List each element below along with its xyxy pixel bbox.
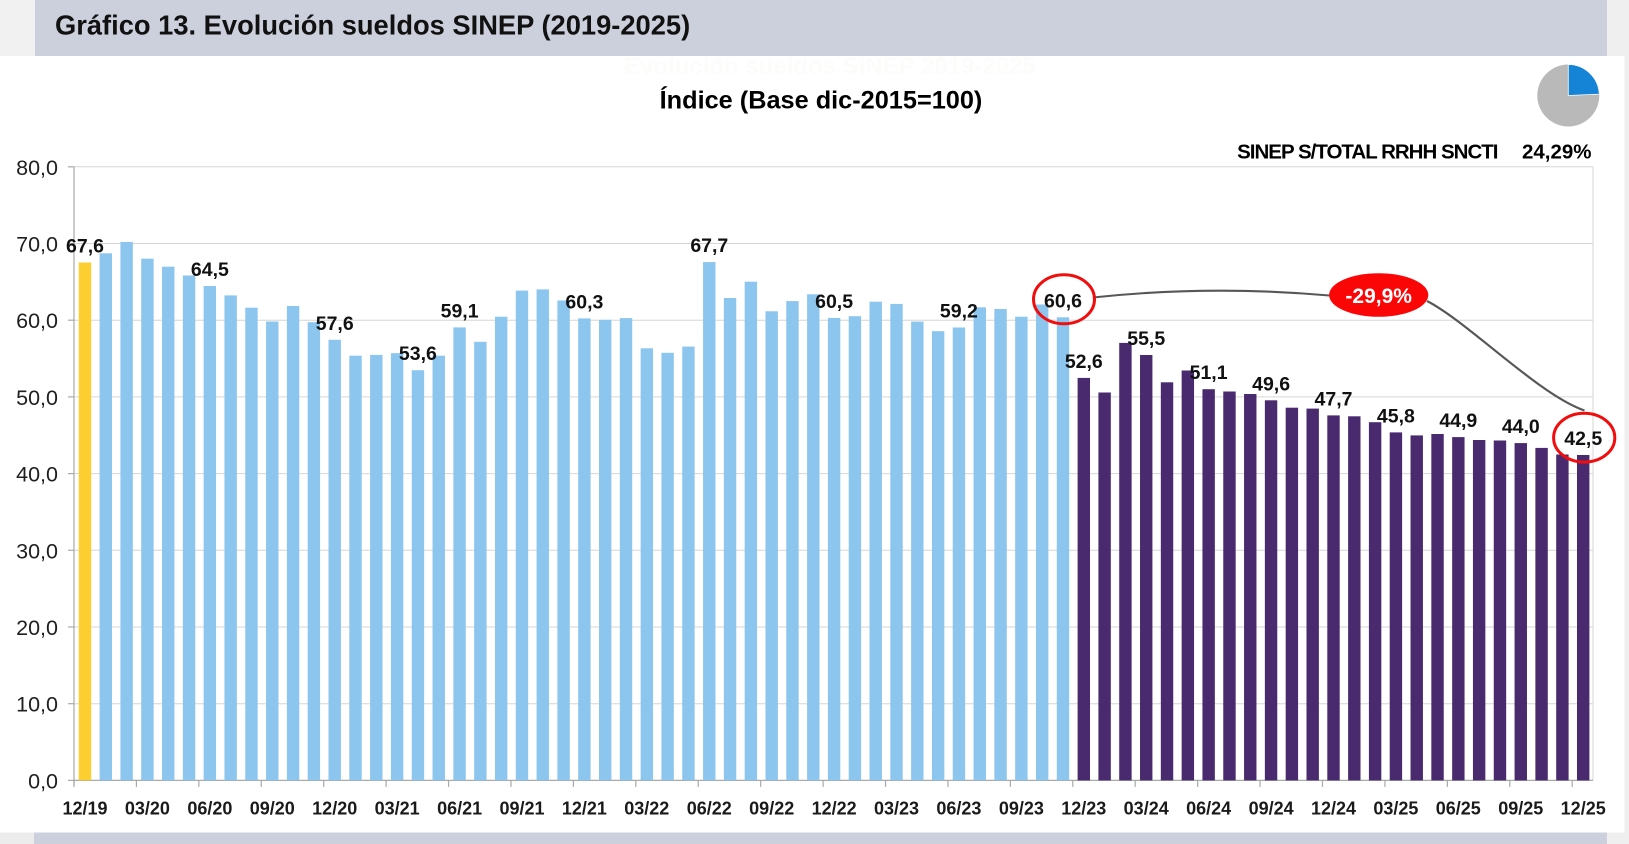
svg-text:12/19: 12/19 xyxy=(62,799,107,819)
svg-text:50,0: 50,0 xyxy=(16,386,58,410)
svg-text:09/23: 09/23 xyxy=(999,799,1044,819)
svg-text:SINEP S/TOTAL RRHH SNCTI: SINEP S/TOTAL RRHH SNCTI xyxy=(1237,141,1498,164)
svg-text:44,0: 44,0 xyxy=(1502,416,1540,438)
svg-text:06/23: 06/23 xyxy=(936,799,981,819)
svg-text:67,6: 67,6 xyxy=(66,236,104,258)
svg-text:0,0: 0,0 xyxy=(28,769,58,793)
svg-text:20,0: 20,0 xyxy=(16,616,58,640)
svg-text:-29,9%: -29,9% xyxy=(1345,285,1412,308)
svg-text:40,0: 40,0 xyxy=(16,463,58,487)
svg-text:Evolución sueldos SINEP 2019-2: Evolución sueldos SINEP 2019-2025 xyxy=(624,53,1036,80)
svg-text:06/24: 06/24 xyxy=(1186,799,1231,819)
svg-text:09/21: 09/21 xyxy=(499,799,544,819)
svg-text:Gráfico 13. Evolución sueldos: Gráfico 13. Evolución sueldos SINEP (201… xyxy=(55,10,690,41)
svg-text:12/20: 12/20 xyxy=(312,799,357,819)
svg-text:12/23: 12/23 xyxy=(1061,799,1106,819)
svg-text:60,5: 60,5 xyxy=(815,291,853,313)
svg-text:03/23: 03/23 xyxy=(874,799,919,819)
svg-text:10,0: 10,0 xyxy=(16,693,58,717)
svg-text:49,6: 49,6 xyxy=(1252,373,1290,395)
svg-text:06/22: 06/22 xyxy=(687,799,732,819)
svg-text:03/20: 03/20 xyxy=(125,799,170,819)
svg-text:03/25: 03/25 xyxy=(1373,799,1418,819)
svg-text:03/22: 03/22 xyxy=(624,799,669,819)
svg-text:09/20: 09/20 xyxy=(250,799,295,819)
svg-text:03/24: 03/24 xyxy=(1124,799,1169,819)
svg-text:12/25: 12/25 xyxy=(1561,799,1606,819)
svg-text:53,6: 53,6 xyxy=(399,343,437,365)
svg-text:59,1: 59,1 xyxy=(441,300,479,322)
svg-text:42,5: 42,5 xyxy=(1564,428,1602,450)
svg-text:45,8: 45,8 xyxy=(1377,405,1415,427)
svg-text:51,1: 51,1 xyxy=(1190,362,1228,384)
svg-text:52,6: 52,6 xyxy=(1065,351,1103,373)
svg-text:09/24: 09/24 xyxy=(1249,799,1294,819)
svg-text:09/25: 09/25 xyxy=(1498,799,1543,819)
svg-text:Índice (Base dic-2015=100): Índice (Base dic-2015=100) xyxy=(660,86,983,115)
svg-text:60,0: 60,0 xyxy=(16,309,58,333)
svg-text:44,9: 44,9 xyxy=(1439,410,1477,432)
svg-text:12/22: 12/22 xyxy=(812,799,857,819)
svg-text:60,6: 60,6 xyxy=(1044,290,1082,312)
svg-text:57,6: 57,6 xyxy=(316,313,354,335)
svg-text:06/21: 06/21 xyxy=(437,799,482,819)
svg-text:03/21: 03/21 xyxy=(375,799,420,819)
svg-text:09/22: 09/22 xyxy=(749,799,794,819)
svg-text:59,2: 59,2 xyxy=(940,301,978,323)
svg-text:06/20: 06/20 xyxy=(187,799,232,819)
svg-text:30,0: 30,0 xyxy=(16,539,58,563)
svg-text:64,5: 64,5 xyxy=(191,259,229,281)
svg-text:06/25: 06/25 xyxy=(1436,799,1481,819)
svg-text:80,0: 80,0 xyxy=(16,156,58,180)
svg-text:12/24: 12/24 xyxy=(1311,799,1356,819)
svg-text:24,29%: 24,29% xyxy=(1522,141,1592,164)
svg-text:12/21: 12/21 xyxy=(562,799,607,819)
svg-text:67,7: 67,7 xyxy=(690,235,728,257)
svg-text:55,5: 55,5 xyxy=(1127,328,1165,350)
svg-text:60,3: 60,3 xyxy=(565,291,603,313)
svg-text:47,7: 47,7 xyxy=(1315,388,1353,410)
svg-text:70,0: 70,0 xyxy=(16,233,58,257)
